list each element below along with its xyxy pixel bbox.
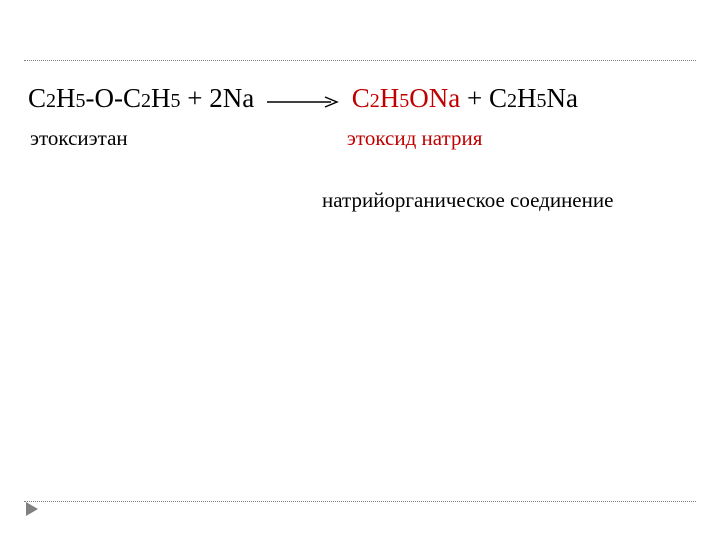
- txt: H: [56, 83, 76, 113]
- bottom-divider: [24, 501, 696, 502]
- sub: 2: [370, 90, 380, 112]
- txt: C: [489, 83, 507, 113]
- sub: 5: [399, 90, 409, 112]
- txt: H: [517, 83, 537, 113]
- labels-row: этоксиэтан этоксид натрия: [30, 126, 700, 151]
- txt: + 2Na: [181, 83, 255, 113]
- label-product: этоксид натрия: [347, 126, 482, 151]
- sub: 5: [536, 90, 546, 112]
- plus-sign: +: [467, 83, 489, 113]
- play-marker-icon: [26, 502, 38, 516]
- reactant-formula: C2H5-O-C2H5 + 2Na: [28, 83, 261, 113]
- txt: C: [352, 83, 370, 113]
- chemical-equation: C2H5-O-C2H5 + 2Na C2H5ONa + C2H5Na: [28, 82, 700, 119]
- txt: H: [380, 83, 400, 113]
- txt: H: [151, 83, 171, 113]
- product-black-formula: C2H5Na: [489, 83, 578, 113]
- sub: 5: [76, 90, 86, 112]
- top-divider: [24, 60, 696, 61]
- label-reactant: этоксиэтан: [30, 126, 128, 151]
- txt: ONa: [409, 83, 460, 113]
- product-red-formula: C2H5ONa: [352, 83, 467, 113]
- txt: -O-C: [86, 83, 142, 113]
- sub: 2: [46, 90, 56, 112]
- slide: C2H5-O-C2H5 + 2Na C2H5ONa + C2H5Na этокс…: [0, 0, 720, 540]
- note-text: натрийорганическое соединение: [322, 188, 613, 213]
- reaction-arrow-icon: [267, 83, 339, 115]
- sub: 2: [141, 90, 151, 112]
- txt: C: [28, 83, 46, 113]
- sub: 2: [507, 90, 517, 112]
- txt: Na: [546, 83, 577, 113]
- sub: 5: [171, 90, 181, 112]
